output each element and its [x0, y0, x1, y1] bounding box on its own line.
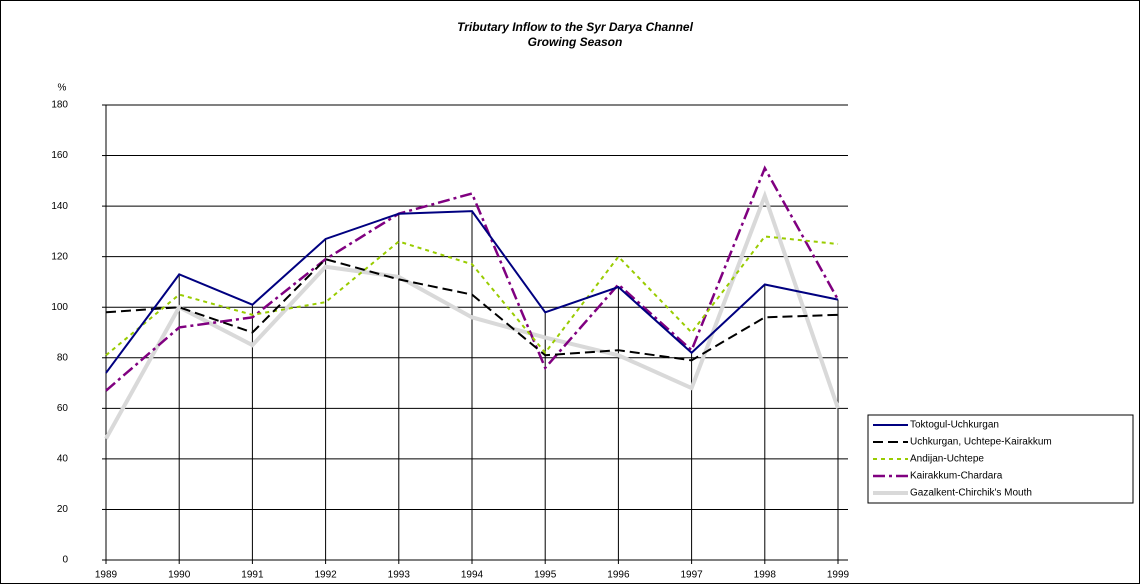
x-tick-label: 1997 — [680, 570, 703, 581]
y-tick-label: 80 — [57, 352, 69, 363]
legend-label: Kairakkum-Chardara — [910, 471, 1003, 482]
chart-subtitle: Growing Season — [528, 35, 623, 49]
legend-label: Toktogul-Uchkurgan — [910, 420, 999, 431]
x-tick-label: 1994 — [461, 570, 484, 581]
legend-label: Andijan-Uchtepe — [910, 454, 984, 465]
legend-label: Gazalkent-Chirchik's Mouth — [910, 488, 1032, 499]
chart-title: Tributary Inflow to the Syr Darya Channe… — [457, 20, 693, 34]
legend-box — [867, 414, 1134, 504]
y-tick-label: 100 — [51, 302, 68, 313]
x-tick-label: 1992 — [314, 570, 337, 581]
y-tick-label: 60 — [57, 403, 69, 414]
legend-label: Uchkurgan, Uchtepe-Kairakkum — [910, 437, 1052, 448]
x-tick-label: 1993 — [388, 570, 411, 581]
y-axis-label: % — [58, 83, 67, 94]
y-tick-label: 20 — [57, 504, 69, 515]
series-line — [105, 258, 839, 362]
x-tick-label: 1991 — [241, 570, 264, 581]
y-tick-label: 180 — [51, 100, 68, 111]
y-tick-label: 160 — [51, 150, 68, 161]
series-line — [105, 210, 839, 374]
x-tick-label: 1999 — [827, 570, 850, 581]
x-tick-label: 1990 — [168, 570, 191, 581]
series-line — [104, 190, 840, 440]
y-tick-label: 120 — [51, 251, 68, 262]
x-tick-label: 1996 — [607, 570, 630, 581]
y-tick-label: 0 — [62, 555, 68, 566]
x-tick-label: 1998 — [754, 570, 777, 581]
y-tick-label: 40 — [57, 454, 69, 465]
x-tick-label: 1995 — [534, 570, 557, 581]
series-line — [105, 165, 840, 392]
y-tick-label: 140 — [51, 201, 68, 212]
x-tick-label: 1989 — [95, 570, 118, 581]
series-line — [105, 235, 839, 357]
